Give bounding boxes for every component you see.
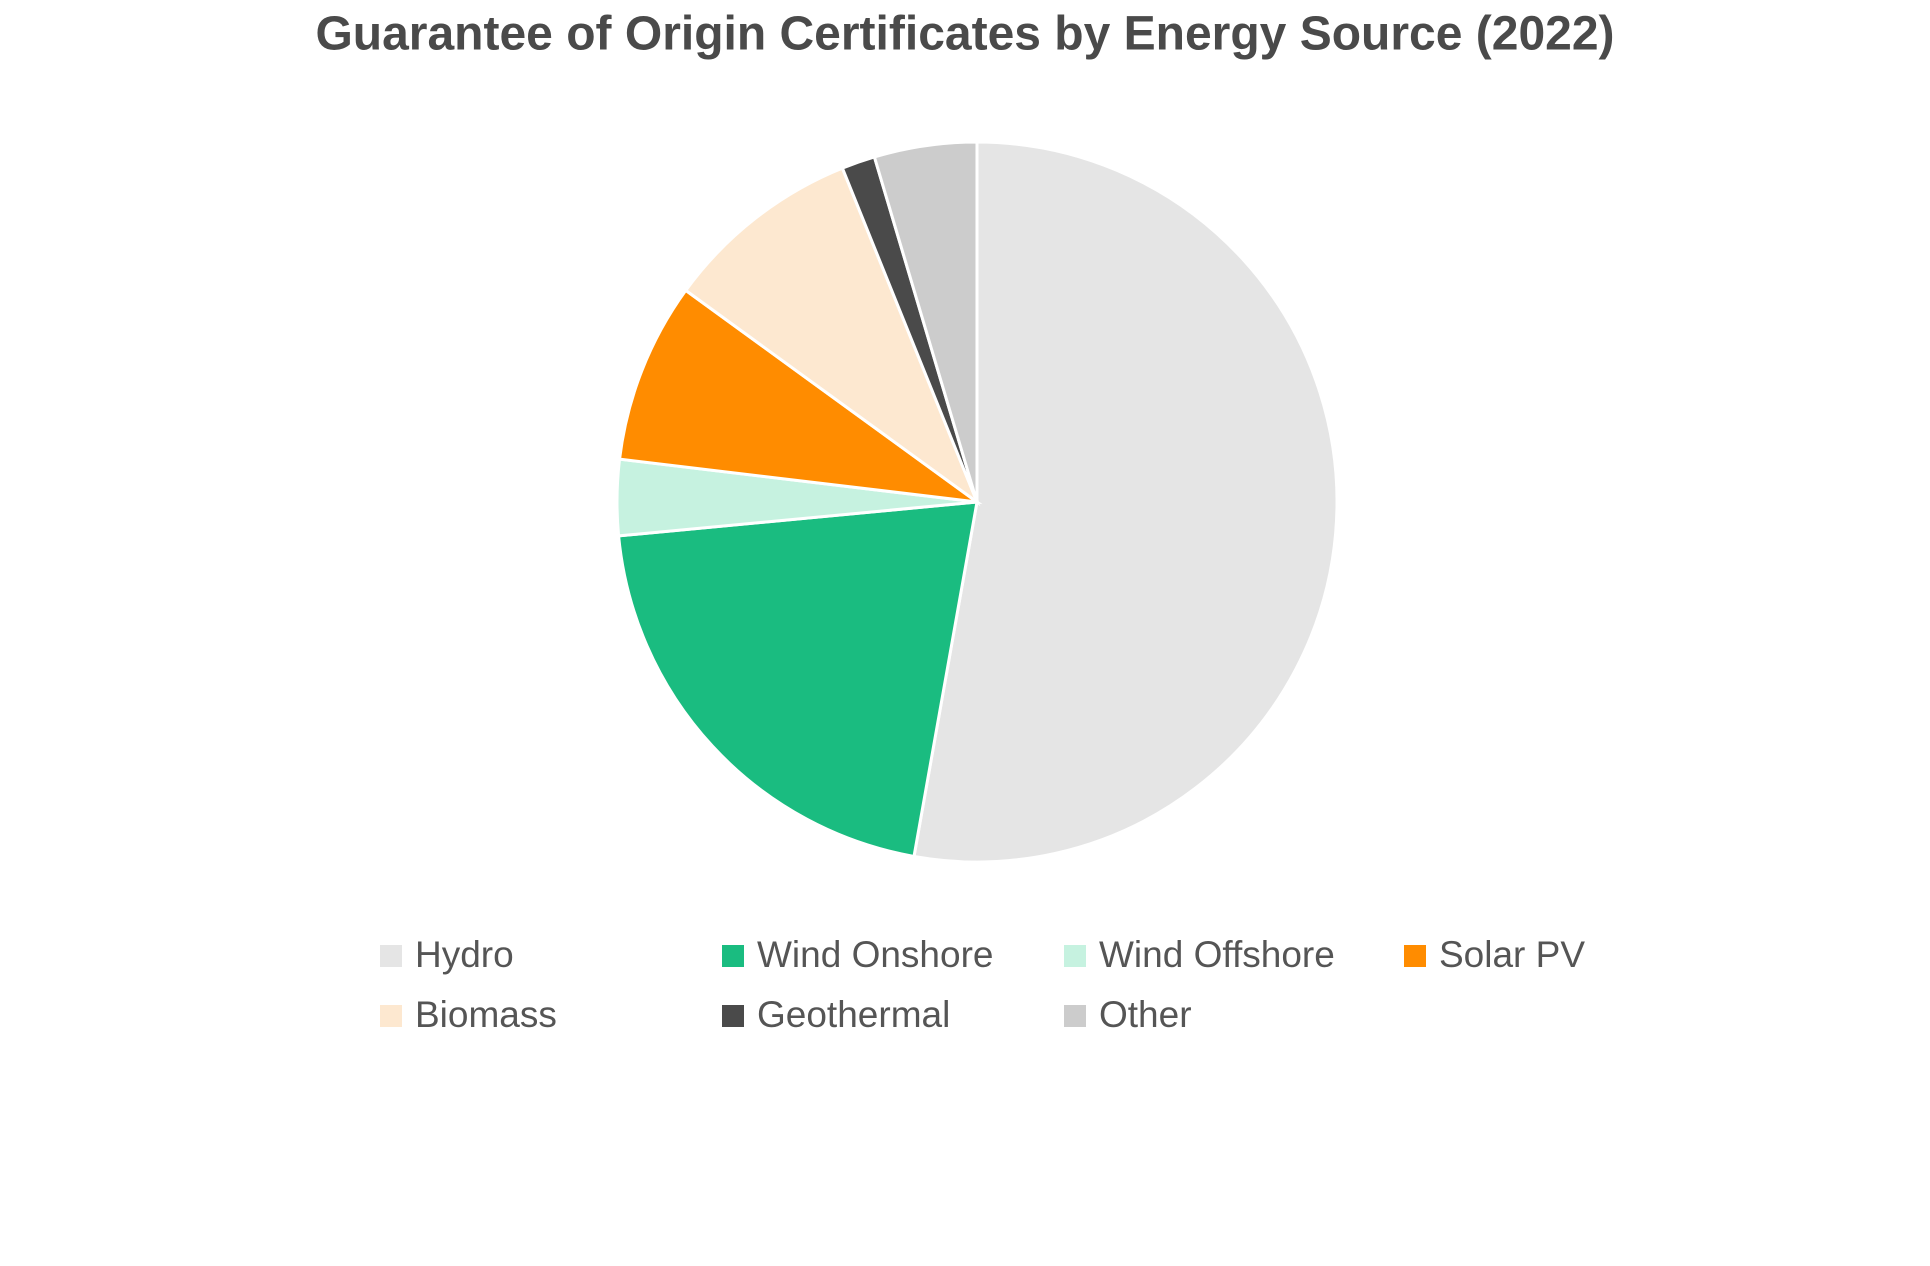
pie-slice bbox=[616, 500, 979, 859]
legend-swatch bbox=[722, 945, 744, 967]
legend-swatch bbox=[722, 1005, 744, 1027]
pie-slice bbox=[872, 140, 979, 503]
pie-slice bbox=[683, 166, 981, 507]
legend-text: Wind Offshore bbox=[1099, 934, 1335, 975]
legend-swatch bbox=[1064, 1005, 1086, 1027]
legend-text: Wind Onshore bbox=[757, 934, 994, 975]
legend-text: Other bbox=[1099, 994, 1192, 1035]
legend-swatch bbox=[1064, 945, 1086, 967]
legend-swatch bbox=[380, 945, 402, 967]
pie-slice bbox=[912, 140, 1339, 864]
chart-title: Guarantee of Origin Certificates by Ener… bbox=[315, 8, 1614, 61]
legend-text: Solar PV bbox=[1439, 934, 1585, 975]
legend-text: Geothermal bbox=[757, 994, 950, 1035]
legend-swatch bbox=[1404, 945, 1426, 967]
legend-text: Biomass bbox=[415, 994, 557, 1035]
legend-text: Hydro bbox=[415, 934, 514, 975]
legend-swatch bbox=[380, 1005, 402, 1027]
pie-slice bbox=[617, 288, 983, 505]
